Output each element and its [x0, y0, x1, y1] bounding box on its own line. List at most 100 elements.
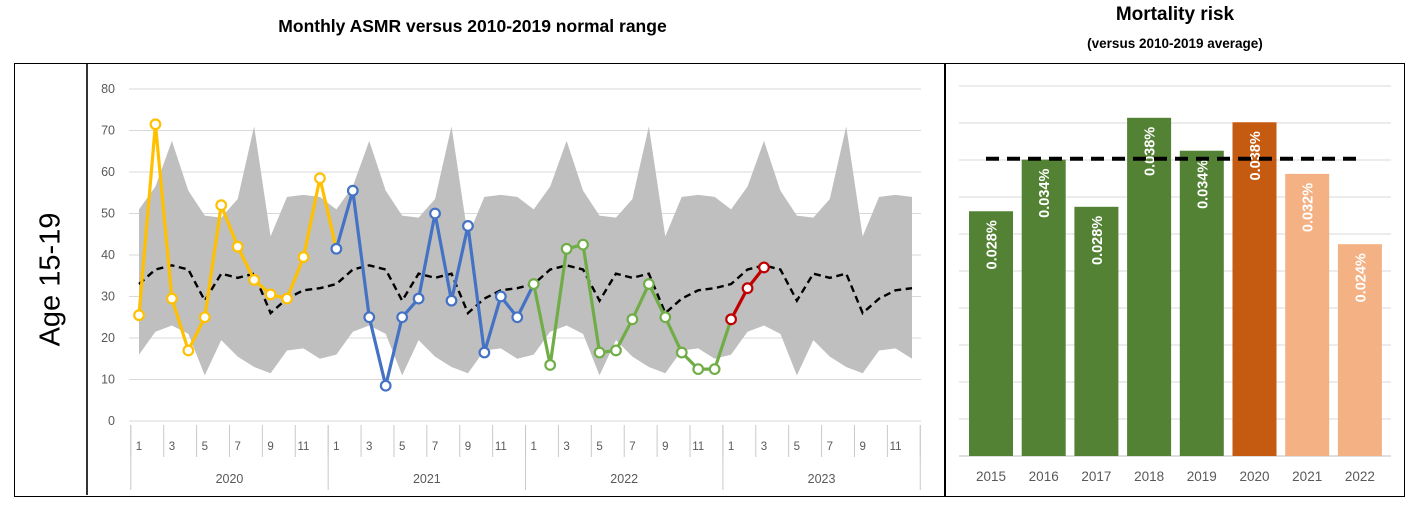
- data-point-marker: [412, 292, 425, 305]
- bar-category-label: 2016: [1029, 469, 1059, 484]
- month-tick-label: 7: [432, 441, 438, 453]
- y-tick-label: 20: [101, 331, 115, 345]
- data-point-marker: [363, 311, 376, 324]
- normal-range-band: [139, 126, 913, 376]
- month-tick-label: 3: [563, 441, 569, 453]
- year-tick-label: 2022: [610, 472, 638, 486]
- data-point-marker: [692, 363, 705, 376]
- y-tick-label: 80: [101, 82, 115, 96]
- series-2023: [725, 261, 770, 326]
- bar-value-label: 0.032%: [1301, 183, 1317, 232]
- month-tick-label: 11: [297, 441, 309, 453]
- data-point-marker: [593, 346, 606, 359]
- y-tick-label: 40: [101, 248, 115, 262]
- month-tick-label: 5: [794, 441, 800, 453]
- bar-category-label: 2017: [1081, 469, 1111, 484]
- data-point-marker: [494, 290, 507, 303]
- data-point-marker: [231, 240, 244, 253]
- age-group-row-label: Age 15-19: [15, 64, 87, 495]
- bar-category-label: 2022: [1345, 469, 1375, 484]
- y-tick-label: 30: [101, 290, 115, 304]
- data-point-marker: [577, 238, 589, 251]
- data-point-marker: [314, 172, 326, 185]
- month-tick-label: 7: [629, 441, 635, 453]
- data-point-marker: [429, 207, 441, 220]
- data-point-marker: [708, 363, 721, 376]
- month-tick-label: 3: [169, 441, 175, 453]
- left-chart-title: Monthly ASMR versus 2010-2019 normal ran…: [278, 16, 667, 36]
- data-point-marker: [544, 359, 557, 371]
- month-tick-label: 9: [662, 441, 668, 453]
- month-tick-label: 1: [531, 441, 537, 453]
- month-tick-label: 1: [728, 441, 734, 453]
- data-point-marker: [511, 311, 524, 324]
- x-axis: 1 3 5 7 9 11 2020 1 3 5 7 9 11 2021 1 3 5 7 9 11 2022 1 3 5 7 9 11…: [130, 425, 921, 490]
- data-point-marker: [165, 292, 178, 305]
- y-tick-label: 50: [101, 207, 115, 221]
- bar-value-label: 0.028%: [985, 220, 1001, 269]
- data-point-marker: [659, 311, 672, 324]
- month-tick-label: 11: [495, 441, 507, 453]
- data-point-marker: [725, 313, 737, 326]
- data-point-marker: [346, 184, 359, 197]
- month-tick-label: 9: [859, 441, 865, 453]
- y-tick-label: 70: [101, 124, 115, 138]
- data-point-marker: [297, 251, 310, 263]
- data-point-marker: [626, 313, 639, 326]
- right-chart-subtitle: (versus 2010-2019 average): [1087, 36, 1263, 51]
- bar-category-label: 2020: [1239, 469, 1269, 484]
- year-tick-label: 2021: [413, 472, 441, 486]
- y-tick-label: 0: [108, 414, 115, 428]
- month-tick-label: 5: [596, 441, 602, 453]
- month-tick-label: 3: [761, 441, 767, 453]
- month-tick-label: 11: [890, 441, 902, 453]
- data-point-marker: [215, 199, 228, 212]
- bar-2019: 0.034% 2019: [1179, 150, 1224, 484]
- data-point-marker: [330, 242, 343, 255]
- data-point-marker: [610, 344, 622, 357]
- age-group-text: Age 15-19: [34, 212, 67, 347]
- bar-category-label: 2018: [1134, 469, 1164, 484]
- data-point-marker: [264, 288, 277, 301]
- y-tick-label: 60: [101, 165, 115, 179]
- month-tick-label: 5: [202, 441, 208, 453]
- bar-2016: 0.034% 2016: [1021, 159, 1066, 484]
- month-tick-label: 11: [692, 441, 704, 453]
- data-point-marker: [642, 278, 655, 290]
- month-tick-label: 7: [827, 441, 833, 453]
- data-point-marker: [741, 282, 754, 295]
- data-point-marker: [198, 311, 211, 324]
- series-2020: [133, 118, 338, 357]
- data-point-marker: [758, 261, 770, 274]
- bar-value-label: 0.038%: [1248, 131, 1264, 180]
- bar-2020: 0.038% 2020: [1232, 122, 1277, 484]
- bar-value-label: 0.034%: [1037, 169, 1053, 218]
- year-tick-label: 2020: [216, 472, 244, 486]
- data-point-marker: [379, 379, 392, 392]
- data-point-marker: [281, 292, 293, 305]
- right-chart-title: Mortality risk: [1115, 4, 1235, 25]
- bar-2015: 0.028% 2015: [969, 211, 1013, 484]
- bar-2021: 0.032% 2021: [1285, 173, 1330, 484]
- data-point-marker: [527, 278, 540, 290]
- data-point-marker: [445, 294, 458, 307]
- bar-category-label: 2019: [1187, 469, 1217, 484]
- bar-category-label: 2021: [1292, 469, 1322, 484]
- data-point-marker: [248, 273, 261, 286]
- series-2021: [330, 184, 536, 392]
- mortality-risk-bar-chart-canvas: 0.028% 2015 0.034% 2016 0.028% 2017 0.038% 2018…: [959, 85, 1391, 484]
- data-point-marker: [462, 220, 474, 232]
- month-tick-label: 1: [136, 441, 142, 453]
- bar-value-label: 0.024%: [1353, 253, 1369, 302]
- month-tick-label: 3: [366, 441, 372, 453]
- month-tick-label: 9: [465, 441, 471, 453]
- bar-value-label: 0.028%: [1090, 216, 1106, 265]
- bar-2022: 0.024% 2022: [1337, 244, 1382, 484]
- data-point-marker: [133, 309, 145, 322]
- bar-value-label: 0.034%: [1195, 160, 1211, 209]
- data-point-marker: [149, 118, 162, 131]
- bar-value-label: 0.038%: [1143, 127, 1159, 176]
- month-tick-label: 7: [234, 441, 240, 453]
